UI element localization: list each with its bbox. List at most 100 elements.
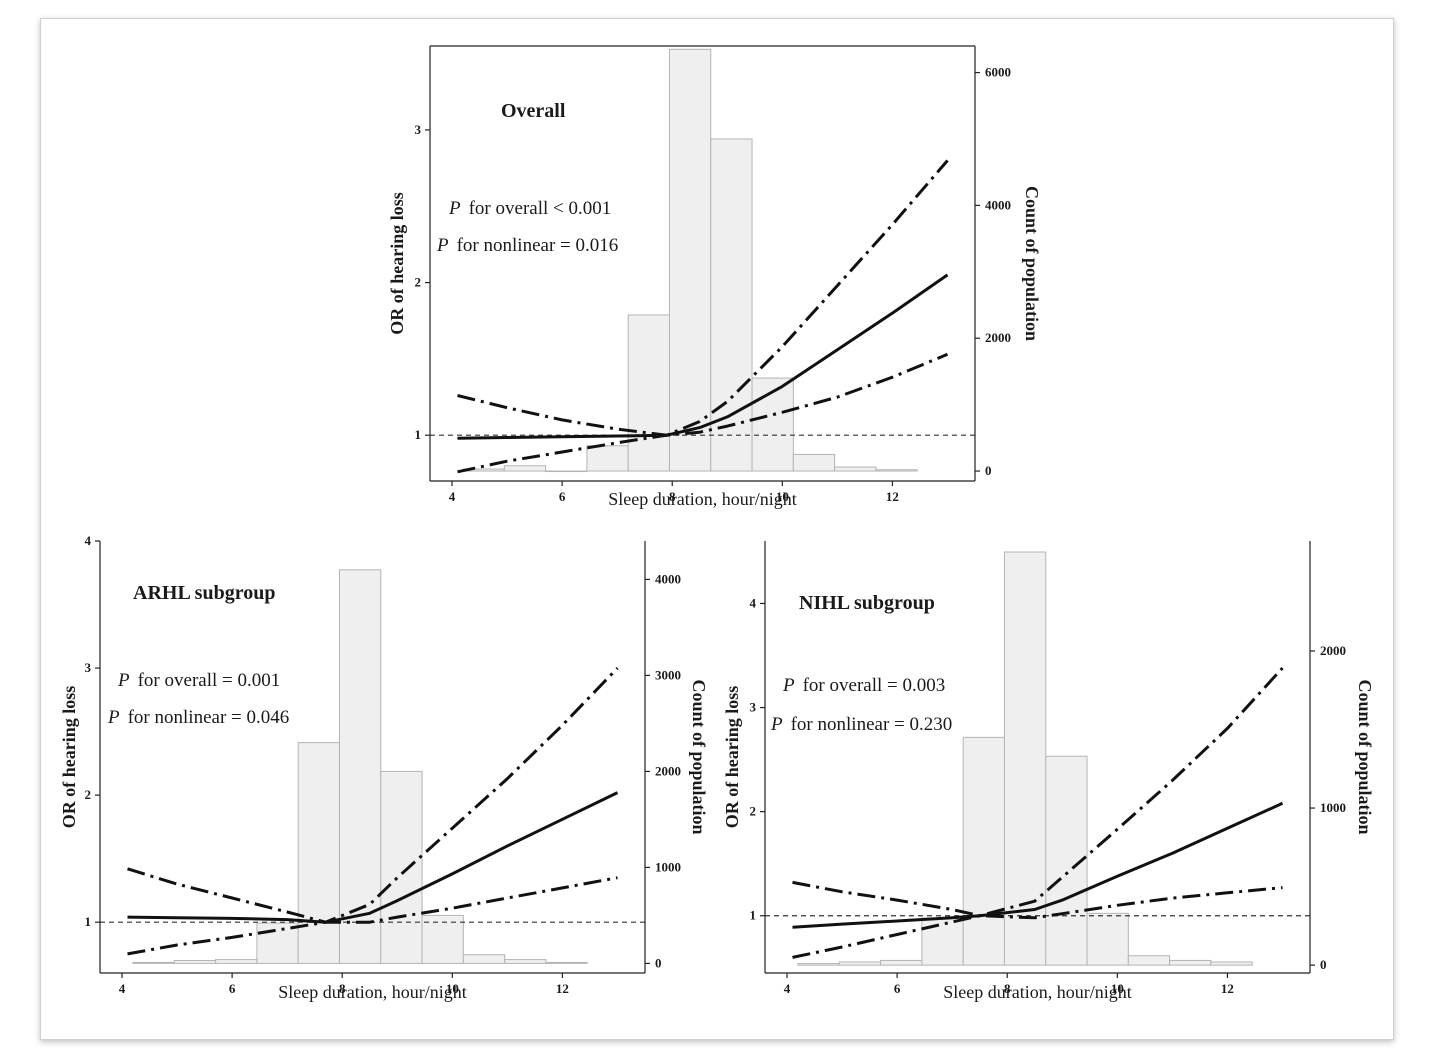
histogram-bar — [173, 960, 217, 964]
y-tick-label: 3 — [750, 700, 757, 715]
histogram-bar — [504, 959, 547, 964]
histogram-bar — [1169, 959, 1212, 966]
x-tick-label: 4 — [449, 489, 456, 504]
p-value-label: for overall = 0.003 — [803, 675, 946, 696]
x-tick-label: 6 — [229, 981, 236, 996]
y2-tick-label: 0 — [985, 463, 992, 478]
y-tick-label: 4 — [750, 595, 757, 610]
y2-tick-label: 2000 — [655, 763, 681, 778]
histogram-bar — [545, 961, 588, 964]
histogram-bar — [1086, 912, 1129, 966]
p-value-label: for overall < 0.001 — [469, 198, 612, 219]
histogram-bar — [834, 466, 877, 472]
histogram-bar — [875, 469, 918, 472]
y-tick-label: 2 — [415, 275, 422, 290]
y-tick-label: 1 — [85, 914, 92, 929]
ci-curve-2 — [457, 352, 949, 474]
p-symbol: P — [782, 675, 795, 696]
histogram-bar — [880, 959, 923, 966]
histogram-bar — [215, 959, 258, 964]
y-tick-label: 3 — [85, 660, 92, 675]
histogram-bar — [838, 961, 882, 966]
x-axis-title: Sleep duration, hour/night — [278, 982, 466, 1002]
histogram-bar — [1127, 955, 1171, 966]
histogram-bar — [462, 954, 506, 964]
p-value-label: for nonlinear = 0.230 — [791, 714, 953, 735]
histogram-bar — [668, 48, 712, 472]
p-symbol: P — [117, 670, 130, 691]
y2-axis-title: Count of population — [1022, 186, 1042, 341]
x-tick-label: 10 — [1111, 981, 1124, 996]
y-tick-label: 1 — [415, 427, 422, 442]
y2-tick-label: 2000 — [1320, 643, 1346, 658]
y2-tick-label: 0 — [655, 955, 662, 970]
histogram-bar — [297, 742, 340, 964]
x-tick-label: 10 — [446, 981, 459, 996]
histogram-bar — [132, 961, 175, 964]
x-tick-label: 6 — [894, 981, 901, 996]
y2-tick-label: 4000 — [655, 571, 681, 586]
panel-title: ARHL subgroup — [133, 582, 275, 604]
histogram-bar — [586, 445, 629, 472]
y-tick-label: 3 — [415, 122, 422, 137]
y2-axis-title: Count of population — [689, 679, 709, 834]
x-axis-title: Sleep duration, hour/night — [608, 489, 796, 509]
x-tick-label: 8 — [1004, 981, 1011, 996]
p-value-label: for nonlinear = 0.046 — [128, 707, 290, 728]
x-tick-label: 12 — [886, 489, 899, 504]
histogram-bar — [256, 922, 299, 964]
y2-tick-label: 4000 — [985, 197, 1011, 212]
y2-tick-label: 3000 — [655, 667, 681, 682]
p-symbol: P — [107, 707, 120, 728]
x-tick-label: 12 — [556, 981, 569, 996]
histogram-bar — [1003, 551, 1047, 966]
histogram-bar — [962, 736, 1005, 966]
histogram-bar — [421, 914, 464, 964]
histogram-bar — [627, 314, 670, 472]
histogram-bar — [503, 465, 547, 472]
x-tick-label: 4 — [784, 981, 791, 996]
x-tick-label: 12 — [1221, 981, 1234, 996]
or-curve — [127, 791, 619, 924]
ci-curve-1 — [127, 667, 619, 924]
histogram-bar — [1210, 961, 1253, 966]
ci-curve-1 — [792, 666, 1284, 918]
ci-curve-1 — [457, 159, 949, 437]
ci-curve-2 — [127, 876, 618, 956]
x-tick-label: 6 — [559, 489, 566, 504]
y2-tick-label: 1000 — [1320, 800, 1346, 815]
p-symbol: P — [448, 198, 461, 219]
histogram-bar — [751, 377, 794, 472]
y-tick-label: 2 — [750, 804, 757, 819]
p-value-label: for overall = 0.001 — [138, 670, 281, 691]
x-tick-label: 8 — [339, 981, 346, 996]
y2-axis-title: Count of population — [1355, 679, 1375, 834]
histogram-bar — [545, 470, 588, 473]
y2-tick-label: 0 — [1320, 957, 1327, 972]
p-symbol: P — [770, 714, 783, 735]
x-tick-label: 8 — [669, 489, 676, 504]
figure-frame: 4 6 8 10 12 1 2 3 0 2000 4000 6000 Sleep duration, h… — [40, 18, 1394, 1040]
y2-tick-label: 6000 — [985, 65, 1011, 80]
p-value-label: for nonlinear = 0.016 — [457, 235, 619, 256]
histogram-bar — [797, 963, 840, 966]
histogram-bar — [338, 569, 382, 964]
x-tick-label: 10 — [776, 489, 789, 504]
y-tick-label: 1 — [750, 908, 757, 923]
panel-title: NIHL subgroup — [799, 592, 935, 614]
y-axis-title: OR of hearing loss — [387, 192, 407, 335]
y-tick-label: 2 — [85, 787, 92, 802]
histogram-bar — [792, 453, 836, 472]
y-axis-title: OR of hearing loss — [722, 686, 742, 829]
or-curve — [457, 273, 949, 440]
panel-title: Overall — [501, 100, 566, 122]
